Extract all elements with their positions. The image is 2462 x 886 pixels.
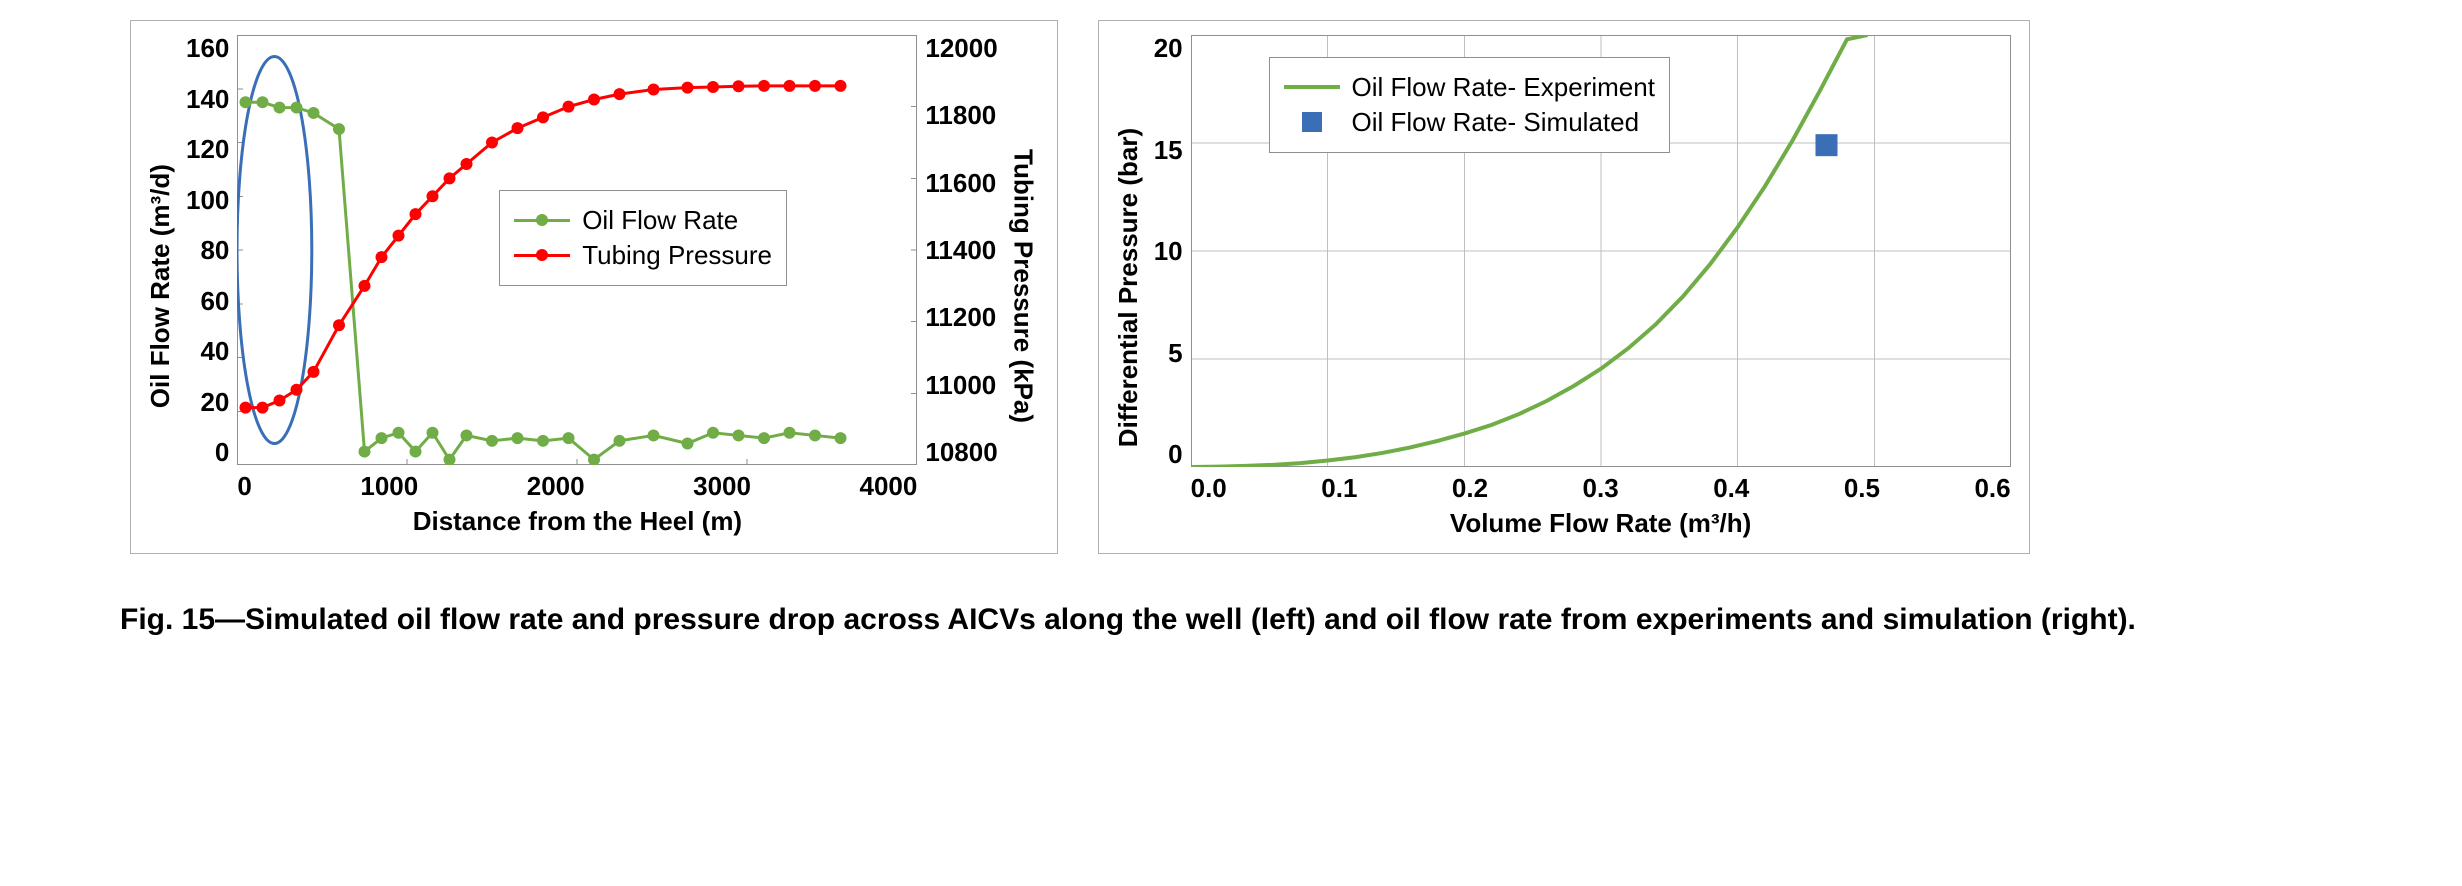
legend-swatch-icon [514, 254, 570, 257]
x-tick-label: 2000 [527, 471, 585, 502]
legend-label: Oil Flow Rate [582, 205, 738, 236]
y2-tick-label: 11800 [925, 102, 997, 128]
y2-tick-label: 11400 [925, 237, 997, 263]
right-chart-panel: Differential Pressure (bar) 20 15 10 5 0 Oil… [1098, 20, 2030, 554]
x-tick-label: 0.6 [1974, 473, 2010, 504]
y-tick-label: 5 [1154, 340, 1183, 366]
legend-item: Oil Flow Rate- Simulated [1284, 107, 1655, 138]
figure-caption: Fig. 15—Simulated oil flow rate and pres… [120, 600, 2342, 641]
y2-tick-label: 11200 [925, 304, 997, 330]
left-y2-axis-label: Tubing Pressure (kPa) [1008, 35, 1039, 537]
right-y-axis-label: Differential Pressure (bar) [1113, 35, 1144, 539]
y-tick-label: 160 [186, 35, 229, 61]
x-tick-label: 0 [237, 471, 251, 502]
legend-swatch-icon [1284, 85, 1340, 89]
right-y-ticks: 20 15 10 5 0 [1154, 35, 1183, 467]
left-y2-ticks: 12000 11800 11600 11400 11200 11000 10800 [925, 35, 997, 465]
y-tick-label: 60 [186, 288, 229, 314]
y-tick-label: 20 [1154, 35, 1183, 61]
y2-tick-label: 11000 [925, 372, 997, 398]
y2-tick-label: 11600 [925, 170, 997, 196]
x-tick-label: 0.1 [1321, 473, 1357, 504]
left-y-axis-label: Oil Flow Rate (m³/d) [145, 35, 176, 537]
legend-item: Tubing Pressure [514, 240, 772, 271]
x-tick-label: 0.0 [1191, 473, 1227, 504]
y-tick-label: 0 [186, 439, 229, 465]
y-tick-label: 80 [186, 237, 229, 263]
y-tick-label: 10 [1154, 238, 1183, 264]
y-tick-label: 140 [186, 86, 229, 112]
right-x-axis-label: Volume Flow Rate (m³/h) [1191, 508, 2011, 539]
figure-row: Oil Flow Rate (m³/d) 1601401201008060402… [130, 20, 2442, 554]
left-chart-panel: Oil Flow Rate (m³/d) 160 140 120 100 80 60 40 2… [130, 20, 1058, 554]
left-legend: Oil Flow Rate Tubing Pressure [499, 190, 787, 286]
right-plot-area: Oil Flow Rate- Experiment Oil Flow Rate- … [1191, 35, 2011, 467]
legend-swatch-icon [1302, 112, 1322, 132]
x-tick-label: 0.3 [1583, 473, 1619, 504]
legend-label: Tubing Pressure [582, 240, 772, 271]
x-tick-label: 1000 [360, 471, 418, 502]
left-x-axis-label: Distance from the Heel (m) [237, 506, 917, 537]
y-tick-label: 120 [186, 136, 229, 162]
legend-item: Oil Flow Rate [514, 205, 772, 236]
y-tick-label: 0 [1154, 441, 1183, 467]
y2-tick-label: 12000 [925, 35, 997, 61]
y-tick-label: 40 [186, 338, 229, 364]
x-tick-label: 4000 [860, 471, 918, 502]
y-tick-label: 100 [186, 187, 229, 213]
legend-label: Oil Flow Rate- Simulated [1352, 107, 1640, 138]
right-legend: Oil Flow Rate- Experiment Oil Flow Rate- … [1269, 57, 1670, 153]
right-x-ticks: 0.0 0.1 0.2 0.3 0.4 0.5 0.6 [1191, 473, 2011, 504]
legend-label: Oil Flow Rate- Experiment [1352, 72, 1655, 103]
y-tick-label: 15 [1154, 137, 1183, 163]
legend-swatch-icon [514, 219, 570, 222]
x-tick-label: 0.4 [1713, 473, 1749, 504]
y-tick-label: 20 [186, 389, 229, 415]
x-tick-label: 3000 [693, 471, 751, 502]
x-tick-label: 0.2 [1452, 473, 1488, 504]
left-x-ticks: 0 1000 2000 3000 4000 [237, 471, 917, 502]
legend-item: Oil Flow Rate- Experiment [1284, 72, 1655, 103]
x-tick-label: 0.5 [1844, 473, 1880, 504]
left-y-ticks: 160 140 120 100 80 60 40 20 0 [186, 35, 229, 465]
left-plot-area: Oil Flow Rate Tubing Pressure [237, 35, 917, 465]
y2-tick-label: 10800 [925, 439, 997, 465]
